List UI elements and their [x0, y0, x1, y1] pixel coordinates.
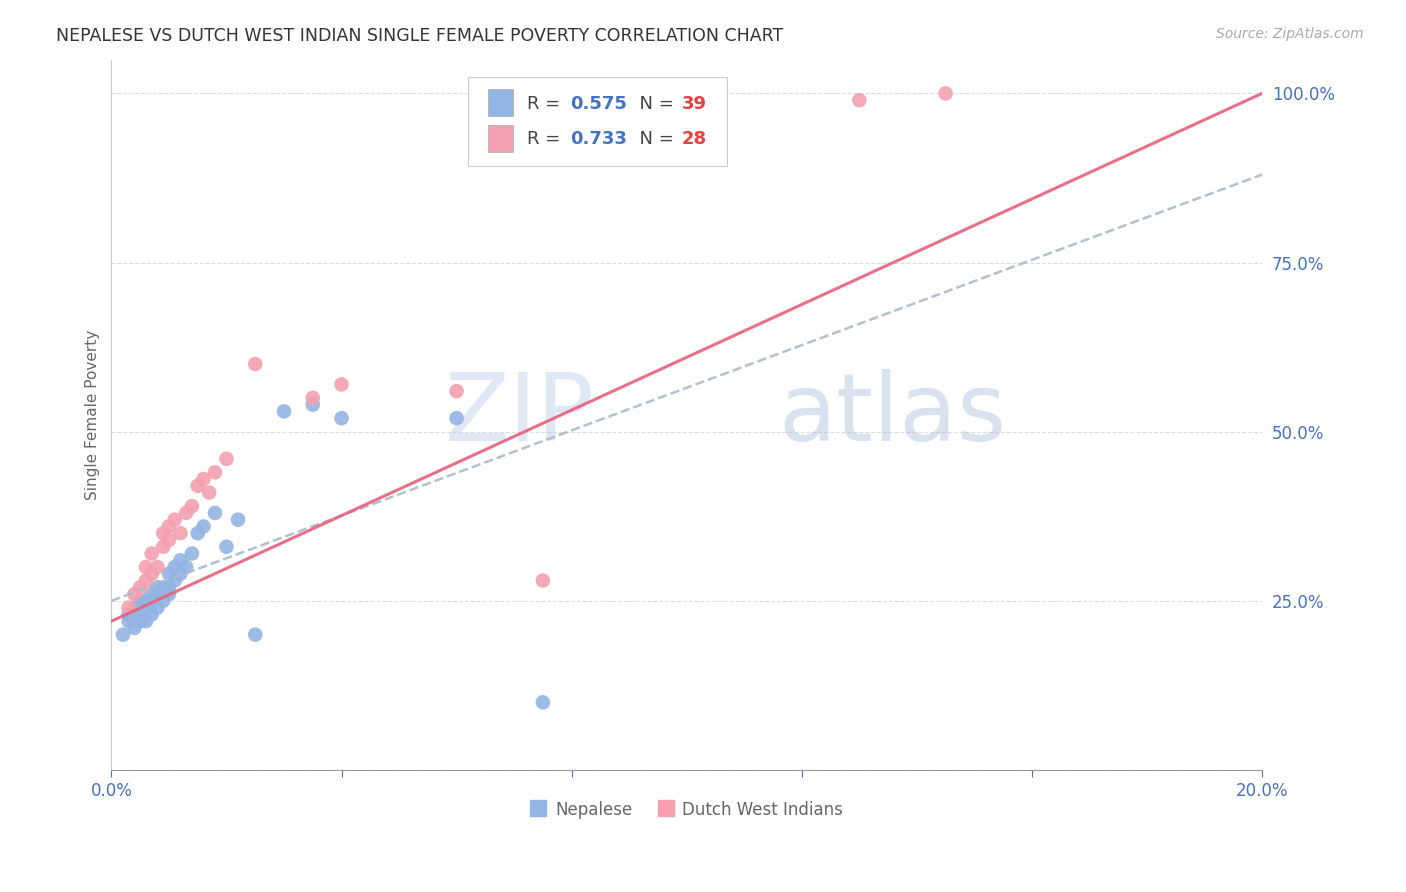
Text: N =: N = [628, 130, 679, 148]
Point [531, 695, 554, 709]
Point [204, 465, 226, 479]
Point [118, 600, 141, 615]
Point [157, 519, 180, 533]
Point [141, 566, 163, 581]
Text: 39: 39 [682, 95, 707, 112]
Text: atlas: atlas [779, 368, 1007, 461]
Point [163, 560, 186, 574]
Point [124, 587, 146, 601]
Point [152, 540, 174, 554]
Point [152, 526, 174, 541]
Point [146, 600, 169, 615]
Point [848, 93, 870, 107]
Point [146, 560, 169, 574]
Point [135, 600, 157, 615]
Point [187, 526, 209, 541]
Point [141, 607, 163, 622]
Point [215, 540, 238, 554]
Point [124, 600, 146, 615]
Point [129, 580, 152, 594]
Point [141, 594, 163, 608]
FancyBboxPatch shape [488, 89, 513, 117]
Point [226, 513, 249, 527]
Point [181, 547, 204, 561]
Point [330, 377, 353, 392]
Y-axis label: Single Female Poverty: Single Female Poverty [86, 330, 100, 500]
Point [135, 614, 157, 628]
Point [135, 574, 157, 588]
Point [169, 566, 191, 581]
Text: 0.575: 0.575 [571, 95, 627, 112]
Text: NEPALESE VS DUTCH WEST INDIAN SINGLE FEMALE POVERTY CORRELATION CHART: NEPALESE VS DUTCH WEST INDIAN SINGLE FEM… [56, 27, 783, 45]
Point [245, 357, 267, 371]
Point [152, 580, 174, 594]
Point [135, 560, 157, 574]
Point [157, 566, 180, 581]
Point [129, 594, 152, 608]
Point [157, 587, 180, 601]
Point [181, 499, 204, 513]
Point [146, 580, 169, 594]
Point [157, 580, 180, 594]
Point [141, 547, 163, 561]
Text: 28: 28 [682, 130, 707, 148]
Point [446, 384, 468, 398]
Text: Source: ZipAtlas.com: Source: ZipAtlas.com [1216, 27, 1364, 41]
Point [330, 411, 353, 425]
Point [118, 607, 141, 622]
Point [245, 628, 267, 642]
Point [198, 485, 221, 500]
Point [187, 479, 209, 493]
Point [111, 628, 134, 642]
Legend: Nepalese, Dutch West Indians: Nepalese, Dutch West Indians [523, 794, 851, 826]
Point [446, 411, 468, 425]
Point [174, 506, 197, 520]
Point [193, 519, 215, 533]
FancyBboxPatch shape [468, 78, 727, 166]
Point [531, 574, 554, 588]
Text: R =: R = [527, 95, 565, 112]
Point [215, 451, 238, 466]
Point [273, 404, 295, 418]
Point [152, 594, 174, 608]
Point [301, 398, 323, 412]
Point [163, 574, 186, 588]
Point [118, 614, 141, 628]
Text: N =: N = [628, 95, 679, 112]
Point [135, 594, 157, 608]
Point [146, 587, 169, 601]
Point [129, 607, 152, 622]
Point [141, 587, 163, 601]
Text: ZIP: ZIP [446, 368, 595, 461]
Point [169, 553, 191, 567]
Text: R =: R = [527, 130, 565, 148]
Point [193, 472, 215, 486]
Point [174, 560, 197, 574]
Point [204, 506, 226, 520]
Point [169, 526, 191, 541]
Point [935, 87, 957, 101]
FancyBboxPatch shape [488, 125, 513, 152]
Text: 0.733: 0.733 [571, 130, 627, 148]
Point [163, 513, 186, 527]
Point [129, 614, 152, 628]
Point [157, 533, 180, 547]
Point [124, 621, 146, 635]
Point [301, 391, 323, 405]
